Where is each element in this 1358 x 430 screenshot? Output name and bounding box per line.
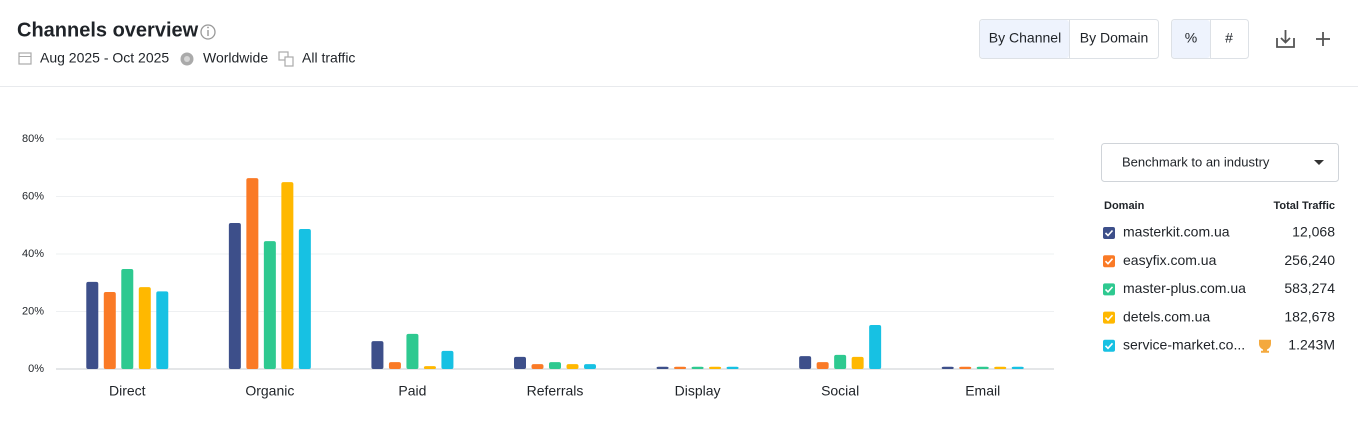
traffic-icon xyxy=(278,51,294,67)
legend-checkbox[interactable] xyxy=(1103,283,1115,296)
add-icon[interactable] xyxy=(1316,32,1330,46)
bar xyxy=(441,350,454,369)
bar xyxy=(388,362,401,369)
bar xyxy=(674,366,687,369)
bar xyxy=(103,291,116,369)
legend-name: detels.com.ua xyxy=(1123,308,1210,324)
title: Channels overview xyxy=(17,19,199,41)
bar xyxy=(834,354,847,369)
y-tick-label: 0% xyxy=(28,363,44,375)
legend-name: masterkit.com.ua xyxy=(1123,224,1230,240)
checkmark xyxy=(1104,258,1114,265)
legend-name: master-plus.com.ua xyxy=(1123,280,1246,296)
bar xyxy=(121,268,134,369)
bar xyxy=(566,364,579,369)
region: Worldwide xyxy=(203,50,268,66)
view-button[interactable]: By Channel xyxy=(989,30,1061,46)
legend-header: Domain xyxy=(1104,200,1145,212)
x-tick-label[interactable]: Paid xyxy=(398,383,426,399)
dropdown-arrow xyxy=(1314,160,1324,165)
view-active-bg xyxy=(980,20,1069,58)
bar xyxy=(371,341,384,369)
legend-checkbox[interactable] xyxy=(1103,227,1115,239)
bar xyxy=(976,366,989,369)
checkmark xyxy=(1104,229,1114,237)
info-icon[interactable] xyxy=(200,24,216,40)
y-tick-label: 40% xyxy=(22,248,44,260)
traffic: All traffic xyxy=(302,50,355,66)
trophy-icon xyxy=(1259,339,1271,353)
checkmark xyxy=(1104,314,1114,322)
bar xyxy=(816,362,829,369)
bar xyxy=(531,364,544,369)
bar xyxy=(941,366,954,369)
bar xyxy=(691,366,704,369)
bar xyxy=(263,241,276,369)
legend-name: service-market.co... xyxy=(1123,337,1245,353)
x-tick-label[interactable]: Display xyxy=(675,383,721,399)
unit-button[interactable]: % xyxy=(1185,30,1197,46)
y-tick-label: 60% xyxy=(22,190,44,202)
calendar-icon xyxy=(18,52,32,65)
globe-icon xyxy=(180,52,194,66)
legend-checkbox[interactable] xyxy=(1103,311,1115,324)
bar xyxy=(246,178,259,369)
bar xyxy=(298,228,311,369)
bar xyxy=(514,356,526,369)
bar xyxy=(138,287,151,369)
bar xyxy=(994,366,1007,369)
x-tick-label[interactable]: Organic xyxy=(245,383,294,399)
checkmark xyxy=(1104,342,1114,350)
bar xyxy=(1011,366,1024,369)
period: Aug 2025 - Oct 2025 xyxy=(40,50,169,66)
x-tick-label[interactable]: Email xyxy=(965,383,1000,399)
bar xyxy=(851,356,864,369)
benchmark-label: Benchmark to an industry xyxy=(1122,154,1270,169)
x-tick-label[interactable]: Referrals xyxy=(527,383,584,399)
x-tick-label[interactable]: Social xyxy=(821,383,859,399)
legend-total: 182,678 xyxy=(1284,308,1335,324)
bar xyxy=(423,366,436,369)
legend-checkbox[interactable] xyxy=(1103,339,1115,352)
legend-total: 583,274 xyxy=(1284,280,1335,296)
y-tick-label: 80% xyxy=(22,133,44,145)
legend-total: 256,240 xyxy=(1284,252,1335,268)
benchmark-dropdown[interactable] xyxy=(1101,143,1339,182)
bar xyxy=(726,366,739,369)
bar xyxy=(584,364,596,369)
legend-total: 1.243M xyxy=(1288,337,1335,353)
bar xyxy=(869,325,882,369)
x-tick-label[interactable]: Direct xyxy=(109,383,146,399)
checkmark xyxy=(1104,286,1114,294)
bar xyxy=(86,281,99,369)
bar xyxy=(709,366,722,369)
bar xyxy=(281,182,294,369)
legend-total: 12,068 xyxy=(1292,224,1335,240)
view-button[interactable]: By Domain xyxy=(1080,30,1148,46)
legend-checkbox[interactable] xyxy=(1103,255,1115,268)
download-icon[interactable] xyxy=(1276,30,1295,48)
bar xyxy=(799,356,812,369)
bar xyxy=(406,333,419,369)
bar xyxy=(156,291,169,369)
unit-button[interactable]: # xyxy=(1225,30,1233,46)
unit-active-bg xyxy=(1172,20,1210,58)
legend-header: Total Traffic xyxy=(1273,200,1335,212)
bar xyxy=(959,366,972,369)
bar xyxy=(549,362,561,369)
bar xyxy=(656,366,669,369)
y-tick-label: 20% xyxy=(22,305,44,317)
legend-name: easyfix.com.ua xyxy=(1123,252,1217,268)
bar xyxy=(228,222,241,369)
